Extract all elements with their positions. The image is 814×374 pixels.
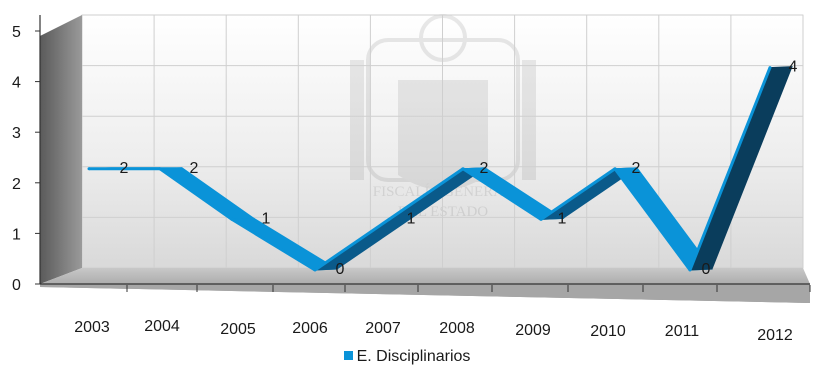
left-wall: [40, 15, 82, 284]
x-tick-label: 2012: [757, 327, 793, 344]
data-point-2012: [768, 66, 772, 70]
x-tick-label: 2005: [220, 321, 256, 338]
series-line: [688, 67, 772, 271]
data-point-2004: [158, 167, 162, 171]
legend: E. Disciplinarios: [0, 348, 814, 366]
x-tick-label: 2007: [365, 320, 401, 337]
x-tick-label: 2004: [144, 318, 180, 335]
crest-pillar-right: [522, 60, 536, 180]
y-tick-label: 5: [12, 24, 21, 41]
series-line: [613, 167, 692, 271]
x-tick-label: 2009: [515, 322, 551, 339]
x-tick-label: 2008: [439, 320, 475, 337]
data-point-2008: [461, 167, 465, 171]
data-point-2007: [387, 217, 391, 221]
x-tick-label: 2006: [292, 320, 328, 337]
crest-pillar-left: [350, 60, 364, 180]
data-point-2006: [313, 268, 317, 272]
data-label-2011: 0: [702, 261, 711, 278]
x-tick-label: 2010: [590, 323, 626, 340]
data-point-2003: [87, 167, 91, 171]
y-tick-label: 1: [12, 226, 21, 243]
legend-label: E. Disciplinarios: [356, 348, 471, 365]
data-label-2007: 1: [407, 210, 416, 227]
data-label-2012: 4: [789, 59, 798, 76]
y-tick-label: 2: [12, 176, 21, 193]
chart-walls: [40, 15, 810, 303]
y-tick-label: 4: [12, 75, 21, 92]
legend-swatch: [343, 351, 353, 361]
data-point-2009: [539, 217, 543, 221]
data-labels: 2 2 1 0 1 2 1 2 0 4: [120, 59, 798, 278]
series-line: [159, 167, 233, 221]
series-line: [462, 167, 542, 221]
x-axis: 2003 2004 2005 2006 2007 2008 2009 2010 2011 2012: [40, 283, 811, 344]
series-line: [540, 167, 616, 221]
y-axis: 0 1 2 3 4 5: [12, 15, 41, 294]
data-label-2008: 2: [480, 160, 489, 177]
data-label-2009: 1: [558, 210, 567, 227]
data-label-2010: 2: [632, 160, 641, 177]
series-line: [231, 218, 316, 272]
data-label-2005: 1: [262, 210, 271, 227]
series-ribbon: [87, 66, 793, 272]
data-point-2005: [230, 217, 234, 221]
series-line: [388, 167, 464, 221]
floor-edge: [40, 284, 810, 303]
data-label-2003: 2: [120, 160, 129, 177]
x-tick-label: 2003: [74, 319, 110, 336]
data-point-2011: [688, 268, 692, 272]
data-label-2004: 2: [190, 160, 199, 177]
data-point-2010: [613, 167, 617, 171]
y-tick-label: 0: [12, 277, 21, 294]
y-tick-label: 3: [12, 125, 21, 142]
series-line: [314, 218, 390, 272]
x-tick-label: 2011: [665, 323, 700, 340]
data-label-2006: 0: [336, 261, 345, 278]
